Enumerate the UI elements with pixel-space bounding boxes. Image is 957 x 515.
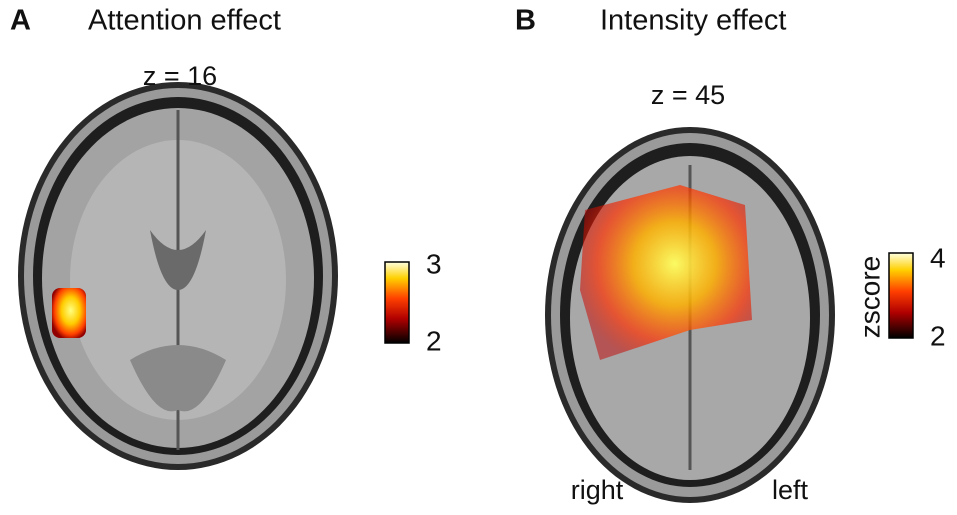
colorbar-max: 4 [930, 242, 946, 273]
brain-slice-a [18, 82, 338, 470]
colorbar-min: 2 [930, 320, 946, 351]
colorbar-title: zscore [854, 256, 885, 338]
colorbar-max: 3 [426, 248, 442, 279]
panel-title: Intensity effect [600, 5, 786, 37]
orientation-label: left [772, 475, 809, 505]
slice-label: z = 16 [143, 61, 217, 91]
panel-label: B [515, 5, 536, 37]
colorbar [888, 252, 914, 339]
orientation-label: right [571, 475, 624, 505]
colorbar [384, 261, 410, 344]
colorbar-min: 2 [426, 325, 442, 356]
panel-label: A [10, 5, 31, 37]
brain-slice-b [545, 127, 835, 503]
panel-title: Attention effect [88, 5, 281, 37]
slice-label: z = 45 [651, 80, 725, 110]
